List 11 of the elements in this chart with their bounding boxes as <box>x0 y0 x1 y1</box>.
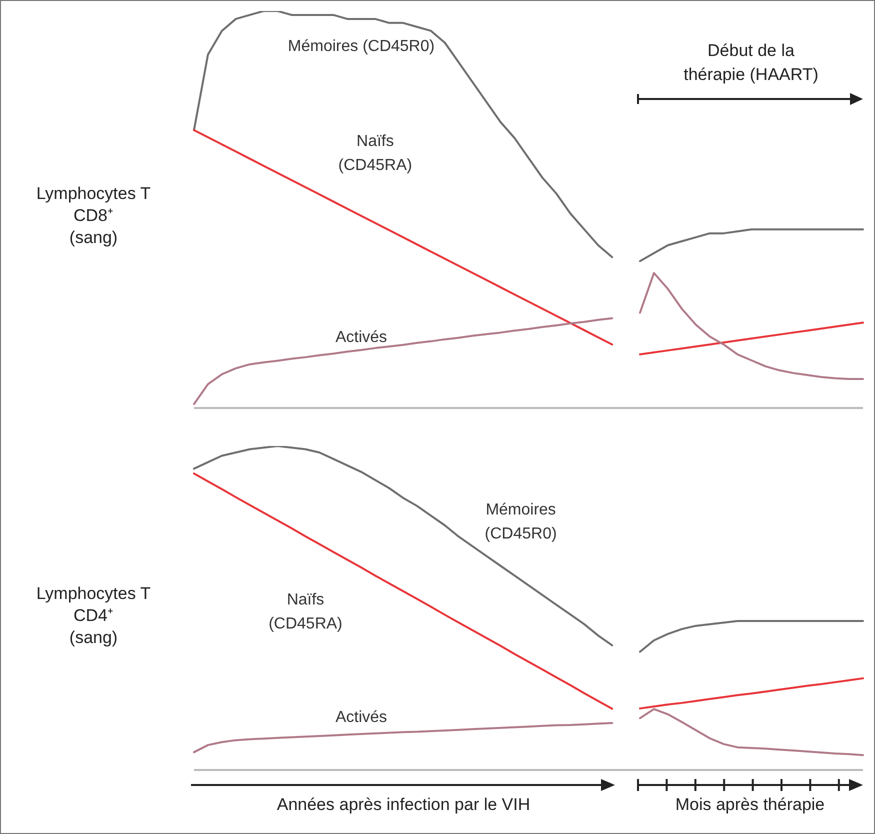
series-label: Naïfs (CD45RA) <box>338 133 412 174</box>
series-label: Mémoires (CD45R0) <box>288 38 435 55</box>
series-label: Mémoires (CD45R0) <box>484 502 557 543</box>
series-label: Naïfs (CD45RA) <box>268 591 342 632</box>
x-axis-title: Années après infection par le VIH <box>276 795 532 815</box>
series-label: Activés <box>335 709 388 726</box>
y-axis-title: Lymphocytes T CD4⁺ (sang) <box>35 583 152 649</box>
text: Mois après thérapie <box>674 795 826 815</box>
series-label: Activés <box>335 329 388 346</box>
annotation: Début de la thérapie (HAART) <box>682 40 820 86</box>
y-axis-title: Lymphocytes T CD8⁺ (sang) <box>35 183 152 249</box>
